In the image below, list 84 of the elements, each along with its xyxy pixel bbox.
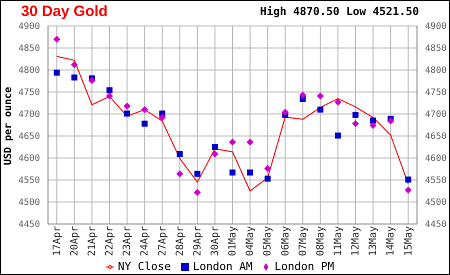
legend-label: NY Close: [118, 260, 171, 273]
point: [124, 102, 131, 110]
point: [247, 170, 254, 176]
y-tick-label: 4750: [18, 88, 40, 98]
point: [334, 98, 342, 106]
x-tick-label: 28Apr: [174, 226, 186, 256]
chart-title: 30 Day Gold: [21, 3, 108, 20]
point: [334, 132, 341, 139]
x-tick-label: 01May: [228, 226, 239, 256]
y2-tick-label: 4800: [425, 66, 447, 76]
y-tick-label: 4850: [18, 44, 40, 54]
point: [299, 92, 306, 99]
x-tick-label: 30Apr: [210, 226, 222, 256]
point: [370, 122, 377, 129]
point: [211, 150, 218, 158]
y-tick-label: 4650: [18, 132, 40, 142]
point: [316, 92, 324, 100]
point: [106, 87, 112, 94]
x-tick-label: 06May: [280, 226, 292, 256]
y2-tick-label: 4500: [425, 198, 447, 208]
point: [404, 186, 412, 194]
point: [176, 170, 184, 178]
x-tick-label: 07May: [298, 226, 309, 256]
y-tick-label: 4800: [18, 66, 40, 76]
point: [370, 118, 376, 124]
point: [246, 138, 254, 146]
y2-tick-label: 4650: [425, 132, 447, 142]
x-tick-label: 05May: [262, 226, 274, 256]
point: [88, 77, 96, 84]
point: [106, 92, 113, 100]
point: [282, 108, 289, 116]
y2-tick-label: 4600: [425, 154, 447, 164]
y-tick-label: 4900: [18, 22, 40, 32]
point: [405, 176, 412, 183]
y2-tick-label: 4850: [425, 44, 447, 54]
point: [352, 112, 358, 118]
y2-tick-label: 4450: [425, 220, 447, 230]
point: [124, 110, 130, 117]
x-tick-label: 21Apr: [87, 226, 98, 256]
point: [230, 170, 236, 176]
point: [194, 188, 201, 196]
x-tick-label: 27Apr: [157, 226, 168, 256]
point: [158, 114, 166, 122]
point: [264, 165, 272, 172]
y-tick-label: 4450: [18, 220, 40, 230]
point: [194, 170, 200, 177]
y-tick-label: 4600: [18, 154, 40, 164]
x-tick-label: 04May: [245, 226, 256, 256]
y-tick-label: 4500: [18, 198, 40, 208]
point: [264, 176, 271, 182]
x-tick-label: 24Apr: [140, 226, 151, 256]
point: [53, 36, 60, 43]
point: [54, 70, 60, 76]
point: [387, 118, 394, 125]
point: [141, 106, 148, 114]
y-axis-title: USD per ounce: [2, 86, 15, 168]
chart-subtitle: High 4870.50 Low 4521.50: [260, 5, 419, 18]
y-tick-label: 4700: [18, 110, 40, 120]
y2-tick-label: 4900: [425, 22, 447, 32]
x-tick-label: 11May: [333, 226, 344, 256]
x-tick-label: 13May: [368, 226, 380, 256]
x-tick-label: 23Apr: [122, 226, 134, 256]
x-tick-label: 20Apr: [69, 226, 80, 256]
y2-tick-label: 4550: [425, 176, 447, 186]
x-tick-label: 29Apr: [192, 226, 204, 256]
x-tick-label: 17Apr: [52, 226, 63, 256]
point: [142, 120, 148, 127]
x-tick-label: 22Apr: [104, 226, 116, 256]
y-tick-label: 4550: [18, 176, 40, 186]
point: [70, 61, 78, 68]
x-tick-label: 15May: [403, 226, 414, 256]
x-tick-label: 12May: [350, 226, 362, 256]
legend-label: London AM: [192, 260, 252, 273]
y2-tick-label: 4750: [425, 88, 447, 98]
point: [176, 151, 183, 158]
legend-label: London PM: [274, 260, 334, 273]
point: [352, 120, 359, 128]
point: [212, 144, 218, 150]
y2-tick-label: 4700: [425, 110, 447, 120]
point: [317, 106, 324, 113]
point: [71, 74, 78, 80]
point: [229, 138, 236, 146]
x-tick-label: 08May: [315, 226, 326, 256]
x-tick-label: 14May: [386, 226, 397, 256]
